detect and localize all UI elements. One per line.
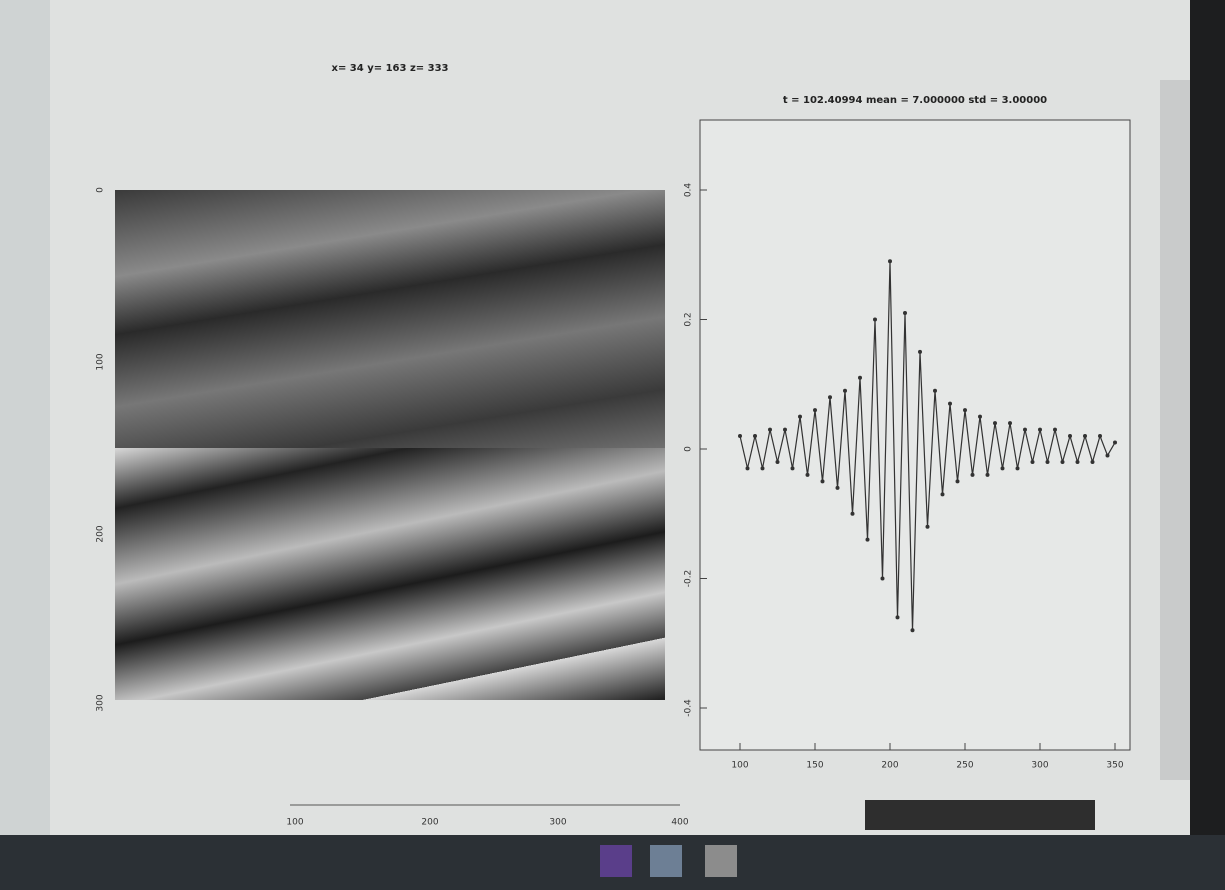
signal-point	[1091, 460, 1095, 464]
signal-point	[1008, 421, 1012, 425]
signal-point	[798, 415, 802, 419]
x-tick-label: 300	[1031, 761, 1048, 771]
image-x-tick-label: 300	[549, 818, 566, 828]
signal-point	[971, 473, 975, 477]
chart-title: t = 102.40994 mean = 7.000000 std = 3.00…	[783, 95, 1047, 106]
signal-point	[791, 466, 795, 470]
signal-point	[933, 389, 937, 393]
signal-point	[1016, 466, 1020, 470]
signal-point	[1031, 460, 1035, 464]
signal-point	[776, 460, 780, 464]
image-y-tick-label: 0	[96, 187, 106, 193]
page: {"window": {"title": "x= 34 y= 163 z= 33…	[0, 0, 1225, 890]
taskbar-icon[interactable]	[650, 845, 682, 877]
image-x-tick-label: 100	[286, 818, 303, 828]
signal-point	[873, 318, 877, 322]
x-tick-label: 150	[806, 761, 823, 771]
signal-point	[783, 428, 787, 432]
y-tick-label: 0.4	[684, 183, 694, 198]
signal-point	[1076, 460, 1080, 464]
signal-point	[866, 538, 870, 542]
signal-point	[963, 408, 967, 412]
signal-point	[1106, 453, 1110, 457]
image-x-tick-label: 200	[421, 818, 438, 828]
signal-point	[911, 628, 915, 632]
signal-point	[738, 434, 742, 438]
signal-point	[903, 311, 907, 315]
signal-point	[753, 434, 757, 438]
signal-point	[926, 525, 930, 529]
signal-point	[1068, 434, 1072, 438]
signal-point	[948, 402, 952, 406]
x-tick-label: 350	[1106, 761, 1123, 771]
image-y-tick-label: 300	[96, 694, 106, 711]
signal-point	[828, 395, 832, 399]
signal-point	[993, 421, 997, 425]
y-tick-label: -0.4	[684, 699, 694, 717]
signal-point	[1113, 441, 1117, 445]
signal-point	[843, 389, 847, 393]
scrollbar[interactable]	[1160, 80, 1190, 780]
status-panel	[865, 800, 1095, 830]
signal-point	[1061, 460, 1065, 464]
signal-point	[986, 473, 990, 477]
image-y-tick-label: 100	[96, 353, 106, 370]
signal-point	[1023, 428, 1027, 432]
image-y-tick-label: 200	[96, 525, 106, 542]
y-tick-label: 0.2	[684, 312, 694, 326]
signal-point	[918, 350, 922, 354]
x-tick-label: 100	[731, 761, 748, 771]
signal-point	[941, 492, 945, 496]
x-tick-label: 200	[881, 761, 898, 771]
signal-point	[761, 466, 765, 470]
signal-point	[1046, 460, 1050, 464]
signal-point	[746, 466, 750, 470]
signal-point	[1001, 466, 1005, 470]
plot-frame	[700, 120, 1130, 750]
signal-point	[956, 479, 960, 483]
signal-point	[1053, 428, 1057, 432]
side-strip	[0, 0, 50, 835]
signal-point	[768, 428, 772, 432]
signal-point	[978, 415, 982, 419]
signal-point	[806, 473, 810, 477]
signal-point	[851, 512, 855, 516]
signal-point	[821, 479, 825, 483]
image-x-tick-label: 400	[671, 818, 688, 828]
signal-point	[1083, 434, 1087, 438]
signal-point	[836, 486, 840, 490]
signal-point	[896, 615, 900, 619]
signal-point	[1098, 434, 1102, 438]
screen: x= 34 y= 163 z= 333 0 100 200 300 100 200 300 4…	[0, 0, 1225, 890]
signal-point	[1038, 428, 1042, 432]
taskbar-icon[interactable]	[705, 845, 737, 877]
window-title: x= 34 y= 163 z= 333	[332, 63, 449, 74]
y-tick-label: -0.2	[684, 570, 694, 588]
signal-point	[888, 259, 892, 263]
signal-point	[813, 408, 817, 412]
taskbar-icon[interactable]	[600, 845, 632, 877]
y-tick-label: 0	[684, 446, 694, 452]
image-bottom	[115, 448, 665, 700]
signal-point	[881, 577, 885, 581]
image-top	[115, 190, 665, 448]
x-tick-label: 250	[956, 761, 973, 771]
signal-point	[858, 376, 862, 380]
